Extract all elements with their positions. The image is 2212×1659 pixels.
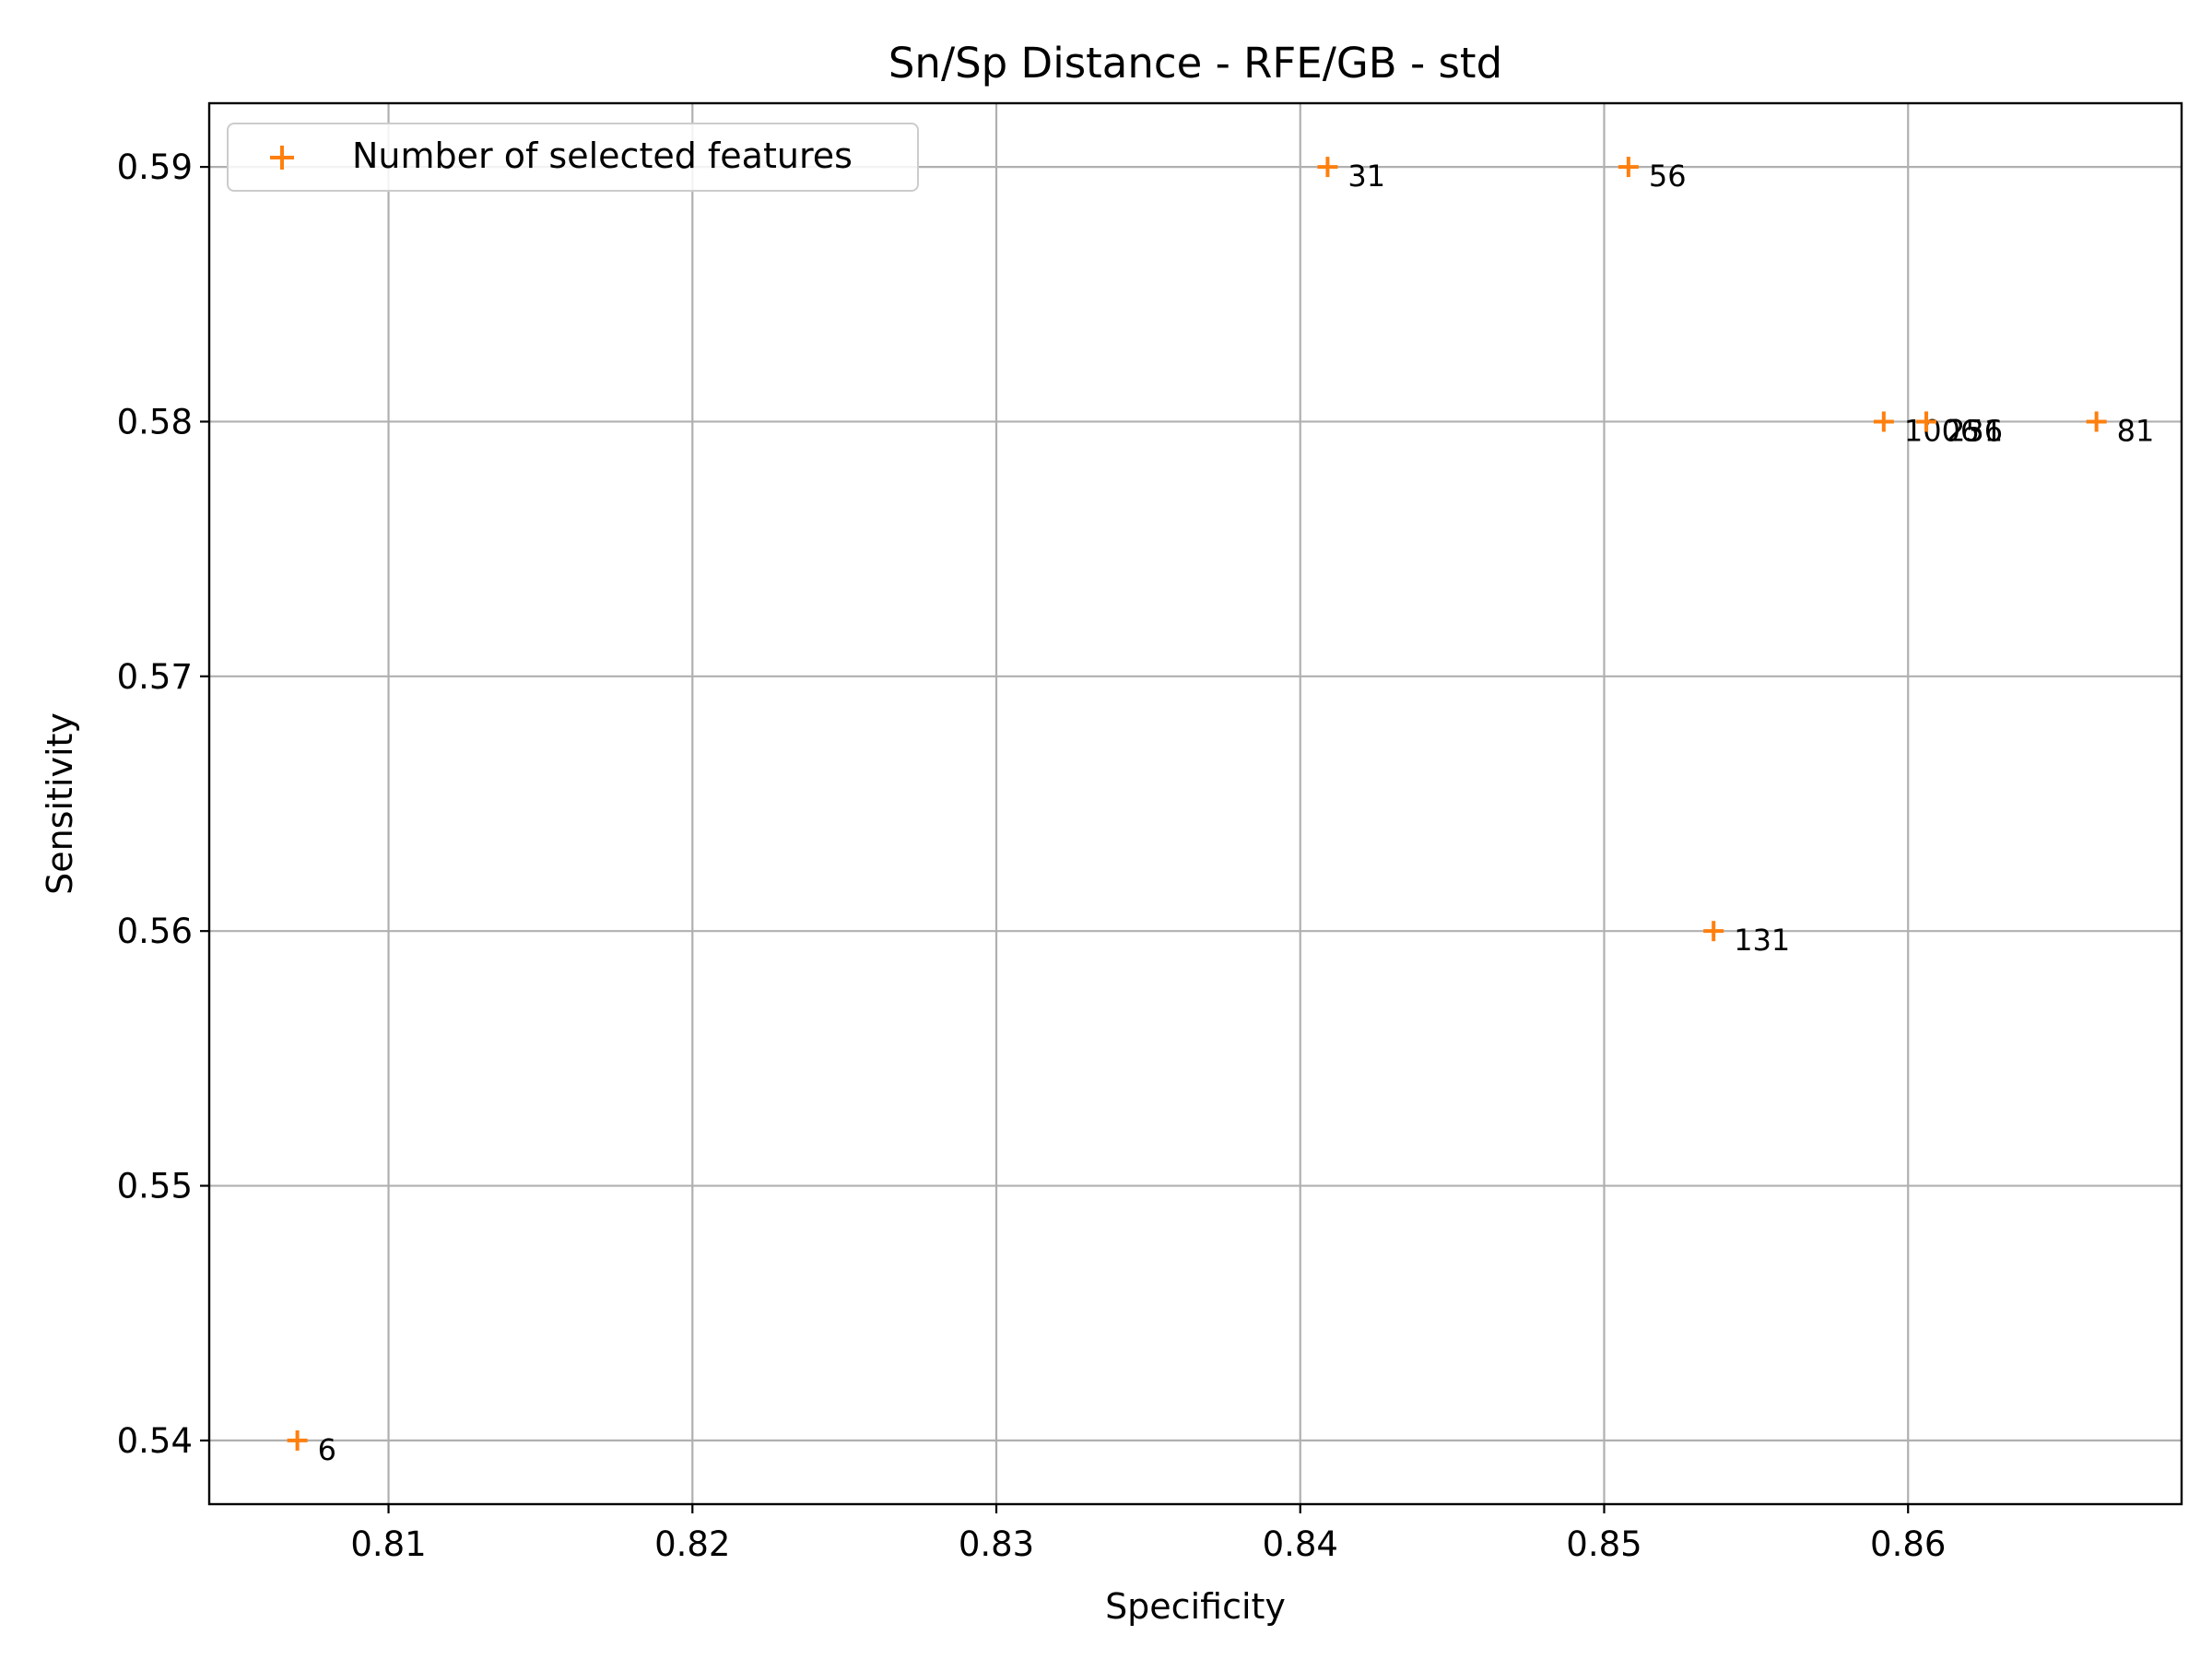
legend: Number of selected features xyxy=(227,123,919,192)
legend-label: Number of selected features xyxy=(352,135,853,176)
plot-frame xyxy=(207,101,2183,1506)
axis-ticks: 0.81 0.82 0.83 0.84 0.85 0.86 0.54 0.55 0.56 0.57… xyxy=(117,147,1947,1564)
point-label: 131 xyxy=(1734,923,1790,958)
point-label: 231 xyxy=(1947,413,2003,448)
y-tick-label: 0.58 xyxy=(117,402,193,441)
point-label: 6 xyxy=(318,1432,336,1467)
x-tick-label: 0.84 xyxy=(1263,1524,1338,1564)
chart-title: Sn/Sp Distance - RFE/GB - std xyxy=(888,39,1502,88)
point-label: 81 xyxy=(2117,413,2155,448)
data-point: 56 xyxy=(1618,157,1687,194)
x-axis-label: Specificity xyxy=(1105,1586,1286,1627)
data-point: 231 xyxy=(1916,411,2003,448)
data-point: 81 xyxy=(2086,411,2155,448)
y-tick-label: 0.55 xyxy=(117,1167,193,1206)
data-point: 131 xyxy=(1703,921,1790,958)
legend-marker-icon xyxy=(270,146,294,170)
x-tick-label: 0.82 xyxy=(654,1524,730,1564)
point-label: 1006 xyxy=(1904,413,1979,448)
data-point: 31 xyxy=(1317,157,1385,194)
x-tick-label: 0.85 xyxy=(1566,1524,1641,1564)
x-tick-label: 0.86 xyxy=(1870,1524,1946,1564)
legend-box xyxy=(227,123,919,192)
point-label: 56 xyxy=(1649,159,1687,194)
y-tick-label: 0.56 xyxy=(117,912,193,951)
x-tick-label: 0.81 xyxy=(350,1524,426,1564)
y-tick-label: 0.57 xyxy=(117,657,193,697)
y-tick-label: 0.54 xyxy=(117,1421,193,1461)
y-tick-label: 0.59 xyxy=(117,147,193,187)
data-point: 1006 xyxy=(1873,411,1979,448)
point-label: 31 xyxy=(1347,159,1385,194)
y-axis-label: Sensitivity xyxy=(40,712,80,895)
data-point: 6 xyxy=(287,1430,336,1467)
x-tick-label: 0.83 xyxy=(959,1524,1034,1564)
point-label: 256 xyxy=(1947,413,2003,448)
